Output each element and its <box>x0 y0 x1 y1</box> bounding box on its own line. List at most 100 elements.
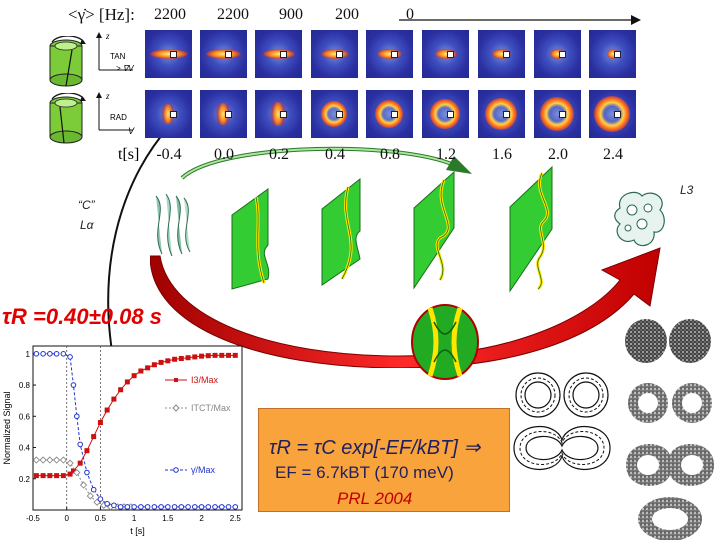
legend-label: I3/Max <box>191 375 219 385</box>
tan-label: TAN <box>110 52 126 61</box>
legend-label: ITCT/Max <box>191 403 231 413</box>
shear-rate-arrow <box>399 15 641 25</box>
data-point <box>171 504 178 510</box>
data-point <box>118 387 124 393</box>
data-point <box>218 504 225 510</box>
rad-label: RAD <box>110 113 127 122</box>
beamstop-marker <box>170 111 177 118</box>
shear-rate-value: 0 <box>406 6 414 23</box>
data-point <box>33 351 40 357</box>
tan-saxs-frame <box>366 30 413 78</box>
data-point <box>185 504 191 510</box>
kinetics-chart: -0.5 0 0.5 1 1.5 2 2.5 0.2 0.4 0.6 0.8 1 t [s] Normal… <box>2 345 243 536</box>
bilayer-sheet-icon <box>231 188 270 290</box>
shear-rate-value: 2200 <box>217 6 249 23</box>
data-point <box>205 504 212 510</box>
data-point <box>67 471 73 477</box>
rad-axes <box>96 92 133 131</box>
beamstop-marker <box>225 111 232 118</box>
data-point <box>198 504 205 510</box>
beamstop-marker <box>503 51 510 58</box>
beamstop-marker <box>336 111 343 118</box>
time-value: 2.4 <box>603 146 623 163</box>
time-value: 1.2 <box>436 146 456 163</box>
data-point <box>32 456 41 464</box>
beamstop-marker <box>447 51 454 58</box>
beamstop-marker <box>336 51 343 58</box>
data-point <box>40 473 46 479</box>
time-value: 0.0 <box>214 146 234 163</box>
time-value: 0.8 <box>380 146 400 163</box>
data-point <box>144 504 151 510</box>
data-point <box>97 420 103 426</box>
x-tick-label: -0.5 <box>26 514 40 523</box>
rad-saxs-frame <box>255 90 302 138</box>
rad-saxs-frame <box>478 90 525 138</box>
rad-saxs-frame <box>534 90 581 138</box>
data-point <box>151 504 158 510</box>
sponge-l3-icon <box>614 191 665 247</box>
data-point <box>212 504 218 510</box>
data-point <box>39 456 47 464</box>
data-point <box>232 352 238 358</box>
data-point <box>111 502 117 509</box>
l-alpha-label: Lα <box>80 218 94 232</box>
data-point <box>178 355 184 361</box>
fused-vesicle-icon <box>513 426 611 470</box>
shear-rate-value: 200 <box>335 6 359 23</box>
data-point <box>212 352 218 358</box>
tan-saxs-frame <box>311 30 358 78</box>
x-tick-label: 2.5 <box>230 514 242 523</box>
tan-sub-label: > ∇V <box>116 64 134 73</box>
data-point <box>70 382 77 388</box>
data-point <box>66 459 74 467</box>
data-point <box>131 373 137 379</box>
data-point <box>192 504 198 510</box>
beamstop-marker <box>447 111 454 118</box>
equation-line-2: EF = 6.7kBT (170 meV) <box>275 463 454 482</box>
data-point <box>40 351 46 357</box>
couette-cell-rad-icon <box>49 93 86 144</box>
data-point <box>145 365 151 371</box>
rad-saxs-frame <box>311 90 358 138</box>
data-point <box>185 355 191 361</box>
beamstop-marker <box>559 111 566 118</box>
beamstop-marker <box>391 51 398 58</box>
legend-marker <box>172 404 180 412</box>
time-value: -0.4 <box>156 146 182 163</box>
rad-z-label: z <box>106 91 110 101</box>
data-point <box>158 359 164 365</box>
data-point <box>77 441 83 448</box>
data-point <box>165 358 171 364</box>
beamstop-marker <box>170 51 177 58</box>
c-phase-label: “C” <box>78 198 95 212</box>
y-tick-label: 1 <box>26 350 31 359</box>
data-point <box>104 500 110 507</box>
data-point <box>84 469 90 476</box>
data-point <box>77 460 83 466</box>
bilayer-sheet-icon <box>413 170 455 290</box>
tan-saxs-frame <box>589 30 636 78</box>
fusion-neck-icon <box>411 304 479 380</box>
data-point <box>67 354 73 360</box>
data-point <box>172 356 178 362</box>
shear-rate-value: 2200 <box>154 6 186 23</box>
beamstop-marker <box>559 51 566 58</box>
y-tick-label: 0.4 <box>19 444 31 453</box>
beamstop-marker <box>503 111 510 118</box>
data-point <box>104 407 110 413</box>
red-curved-arrow <box>150 247 661 368</box>
data-point <box>226 352 232 358</box>
x-tick-label: 2 <box>199 514 204 523</box>
data-point <box>60 473 66 479</box>
legend-marker <box>174 378 178 382</box>
time-value: 0.4 <box>325 146 345 163</box>
data-point <box>60 351 67 357</box>
beamstop-marker <box>391 111 398 118</box>
rad-saxs-frame <box>145 90 192 138</box>
l3-label: L3 <box>680 183 694 197</box>
data-point <box>46 456 54 464</box>
data-point <box>74 413 80 420</box>
relaxation-time-label: τR =0.40±0.08 s <box>2 304 162 329</box>
rad-sub-label: V <box>128 126 135 136</box>
